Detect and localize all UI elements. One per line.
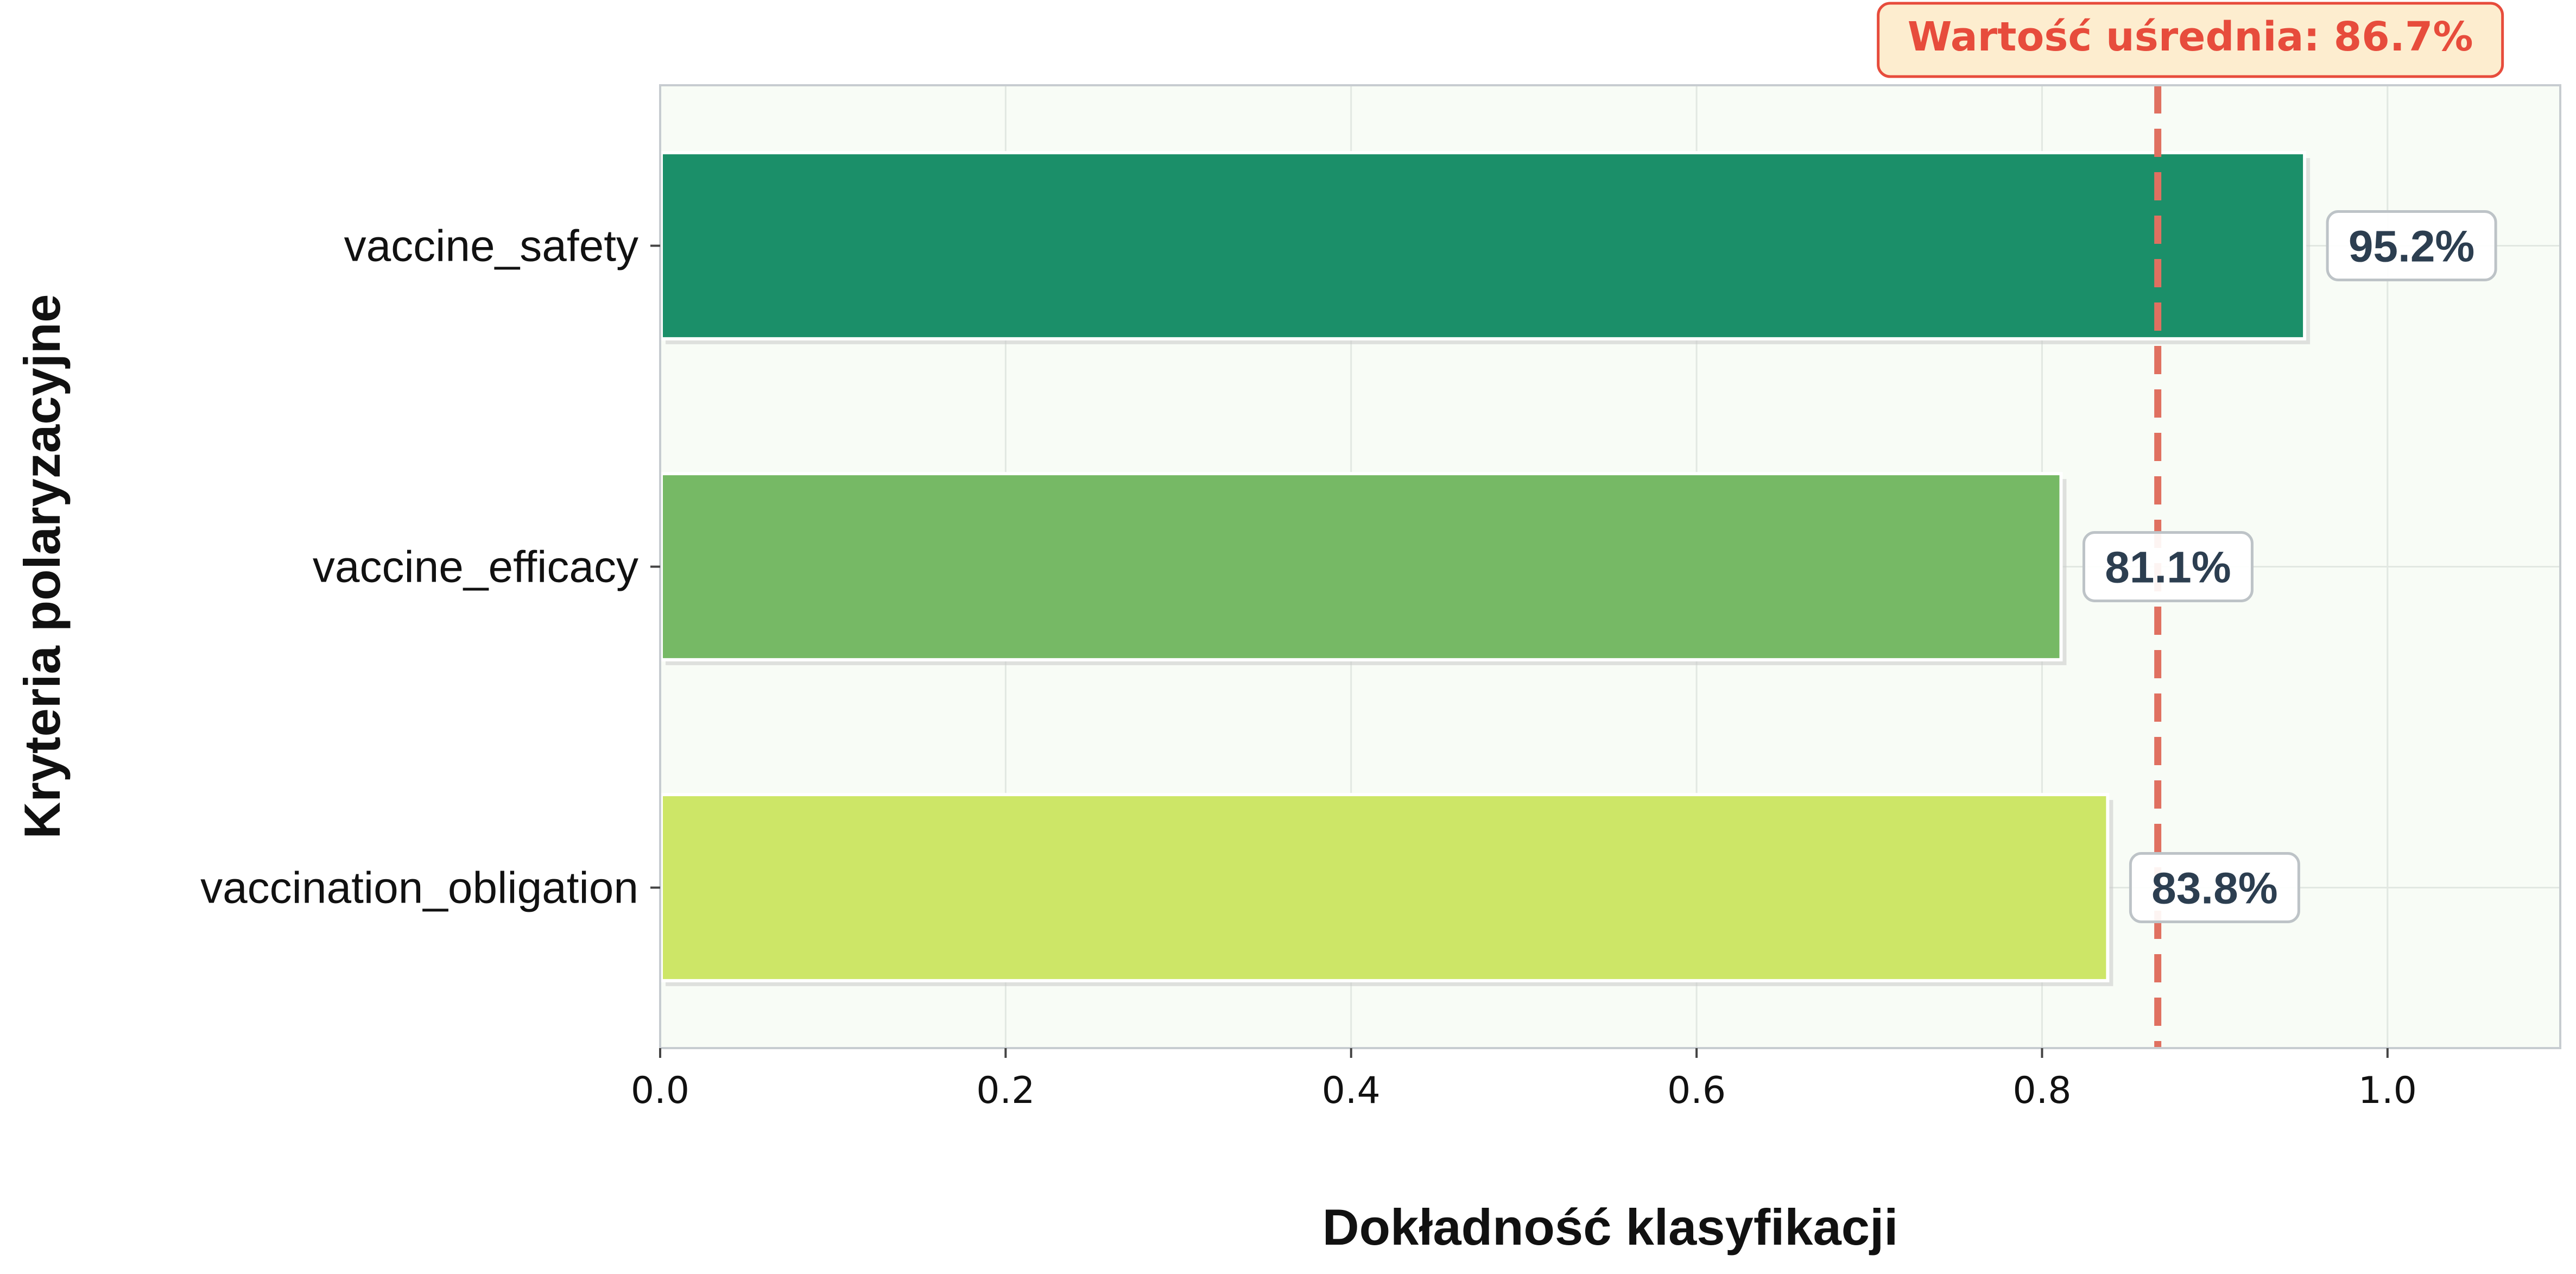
bar-vaccination_obligation bbox=[660, 793, 2110, 982]
x-tick-label: 1.0 bbox=[2358, 1069, 2417, 1112]
axes: 0.0 0.2 0.4 0.6 0.8 1.0 vaccine_safety vaccine_… bbox=[200, 84, 2561, 1112]
value-label: 95.2% bbox=[2349, 222, 2475, 272]
x-axis-title: Dokładność klasyfikacji bbox=[1322, 1199, 1898, 1256]
value-label-box bbox=[2082, 531, 2254, 602]
x-tick-label: 0.6 bbox=[1667, 1069, 1726, 1112]
value-label-box bbox=[2129, 852, 2300, 923]
mean-label: Wartość uśrednia: 86.7% bbox=[1908, 14, 2473, 60]
x-tick-label: 0.2 bbox=[976, 1069, 1035, 1112]
x-tick-label: 0.0 bbox=[631, 1069, 689, 1112]
value-labels: 95.2% 81.1% 83.8% bbox=[2082, 210, 2497, 923]
bar-vaccine_efficacy bbox=[660, 472, 2063, 661]
value-label: 83.8% bbox=[2151, 864, 2278, 913]
bar-vaccine_safety bbox=[660, 151, 2307, 340]
value-label-box bbox=[2326, 210, 2497, 281]
y-tick-label: vaccine_efficacy bbox=[313, 543, 638, 592]
x-tick-label: 0.4 bbox=[1322, 1069, 1381, 1112]
x-tick-label: 0.8 bbox=[2012, 1069, 2071, 1112]
mean-label-box bbox=[1877, 2, 2504, 78]
y-axis-title: Kryteria polaryzacyjne bbox=[14, 294, 71, 838]
value-label: 81.1% bbox=[2105, 543, 2231, 592]
y-tick-label: vaccination_obligation bbox=[200, 863, 638, 913]
bars bbox=[660, 151, 2311, 986]
y-tick-label: vaccine_safety bbox=[344, 222, 638, 271]
